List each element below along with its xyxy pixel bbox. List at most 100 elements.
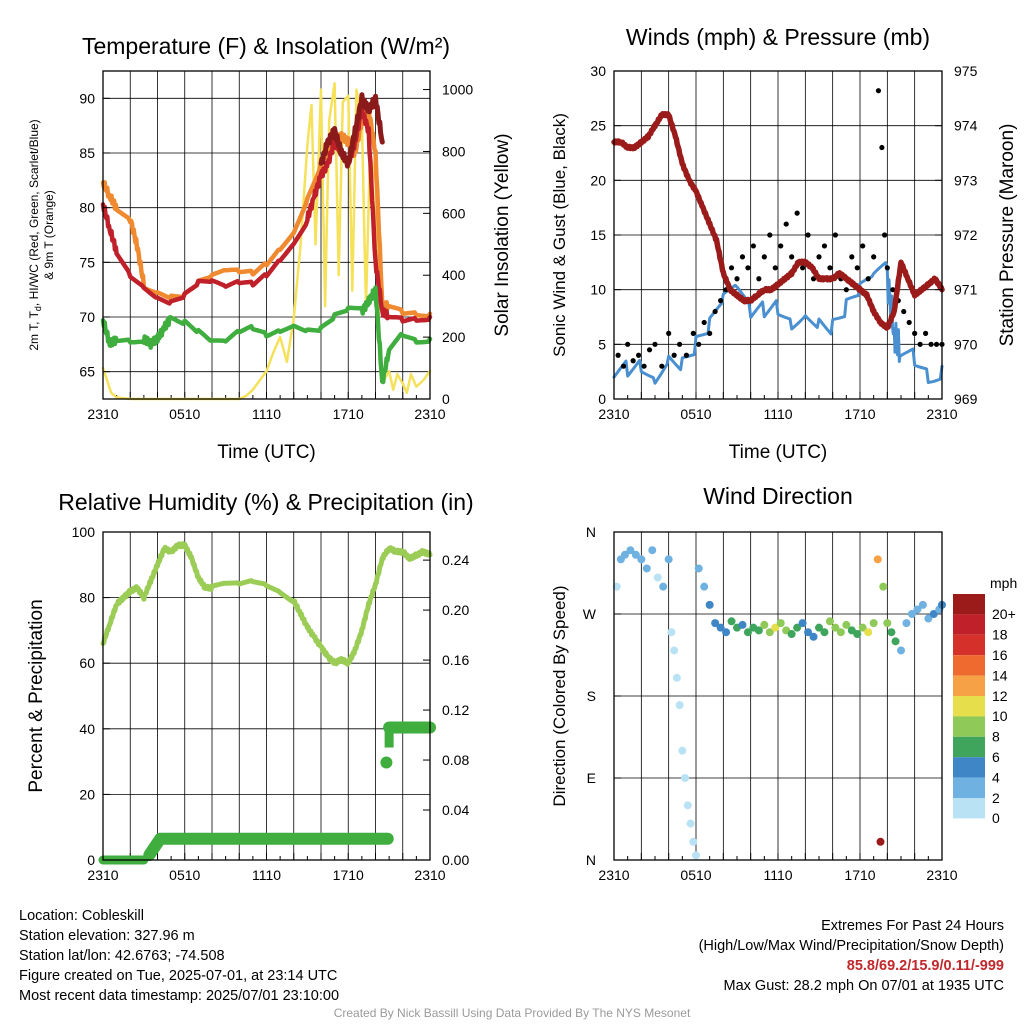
- latlon-label: Station lat/lon: 42.6763; -74.508: [19, 948, 225, 964]
- direction-point: [686, 819, 695, 828]
- gust-point: [677, 341, 683, 347]
- extremes-values: 85.8/69.2/15.9/0.11/-999: [846, 958, 1004, 974]
- y-tick-label: E: [587, 770, 596, 786]
- gust-point: [630, 358, 636, 364]
- direction-point: [678, 746, 687, 755]
- y2-tick-label: 0.20: [442, 602, 469, 618]
- direction-point: [831, 623, 840, 632]
- y2-tick-label: 600: [442, 205, 466, 221]
- direction-point: [929, 610, 938, 618]
- direction-point: [659, 582, 668, 591]
- direction-point: [722, 628, 731, 637]
- gust-point: [901, 308, 907, 315]
- y-tick-label: 5: [598, 336, 606, 352]
- gust-point: [849, 254, 855, 260]
- direction-point: [664, 555, 673, 564]
- elevation-label: Station elevation: 327.96 m: [19, 928, 195, 944]
- gust-point: [843, 287, 849, 293]
- direction-point: [626, 546, 635, 555]
- gust-point: [659, 363, 665, 369]
- series-dewpoint: [100, 285, 433, 385]
- colorbar-label: 18: [992, 627, 1008, 643]
- gust-point: [728, 265, 735, 271]
- gust-point: [805, 232, 811, 238]
- chart-title: Relative Humidity (%) & Precipitation (i…: [58, 489, 473, 515]
- direction-point: [873, 555, 882, 564]
- gust-point: [928, 341, 934, 347]
- direction-point: [815, 623, 823, 632]
- colorbar-swatch: [953, 634, 985, 656]
- direction-point: [648, 546, 657, 555]
- x-tick-label: 2310: [598, 406, 629, 422]
- y-tick-label: 80: [79, 200, 95, 216]
- direction-point: [738, 620, 747, 629]
- x-tick-label: 2310: [598, 867, 629, 883]
- rh-line: [100, 541, 433, 667]
- gust-point: [683, 352, 690, 358]
- direction-point: [694, 564, 703, 573]
- direction-point: [631, 550, 640, 559]
- colorbar-label: 12: [992, 688, 1008, 704]
- gust-point: [871, 254, 877, 260]
- gust-point: [701, 319, 707, 326]
- credit-line: Created By Nick Bassill Using Data Provi…: [333, 1006, 691, 1020]
- wind-line: [612, 261, 944, 385]
- y2-tick-label: 0.24: [442, 552, 469, 568]
- location-label: Location: Cobleskill: [19, 908, 144, 924]
- direction-point: [891, 637, 900, 646]
- y2-tick-label: 973: [954, 172, 978, 188]
- gust-point: [879, 144, 885, 151]
- gust-point: [646, 347, 653, 353]
- gust-point: [875, 88, 882, 94]
- direction-point: [612, 582, 621, 591]
- y-axis-label: Percent & Precipitation: [26, 599, 47, 792]
- x-tick-label: 0510: [680, 406, 711, 422]
- x-tick-label: 2310: [414, 406, 445, 422]
- colorbar: mph 20+ 18 16 14 12 10 8 6 4 2 0: [953, 575, 1017, 826]
- y-tick-label: 25: [590, 118, 606, 134]
- gust-point: [712, 308, 718, 315]
- y2-tick-label: 970: [954, 336, 978, 352]
- x-axis-label: Time (UTC): [729, 442, 828, 463]
- gust-point: [707, 330, 713, 336]
- x-tick-label: 0510: [680, 867, 711, 883]
- gust-point: [906, 319, 912, 326]
- y-tick-label: 80: [79, 590, 95, 606]
- gust-point: [816, 254, 822, 260]
- direction-point: [771, 623, 780, 632]
- colorbar-label: 8: [992, 729, 1000, 745]
- plot-border: [613, 531, 943, 861]
- y2-tick-label: 1000: [442, 82, 473, 98]
- direction-point: [809, 632, 818, 641]
- gust-point: [800, 265, 806, 271]
- direction-point: [637, 555, 646, 564]
- y2-tick-label: 0: [442, 391, 450, 407]
- pressure-line: [611, 110, 945, 331]
- direction-point: [907, 610, 916, 618]
- gust-point: [854, 265, 860, 271]
- gust-point: [666, 330, 672, 336]
- gust-point: [641, 363, 647, 369]
- extremes-legend: (High/Low/Max Wind/Precipitation/Snow De…: [698, 938, 1004, 954]
- y-axis-label: 2m T, Td, HI/WC (Red, Green, Scarlet/Blu…: [27, 119, 43, 350]
- x-tick-label: 1710: [844, 867, 875, 883]
- direction-point: [897, 646, 905, 655]
- y-tick-label: 10: [590, 282, 606, 298]
- colorbar-title: mph: [990, 575, 1017, 591]
- gust-point: [865, 276, 871, 282]
- direction-point: [743, 628, 752, 637]
- direction-point: [883, 619, 892, 628]
- y-tick-label: 75: [79, 254, 95, 270]
- y2-tick-label: 0.00: [442, 852, 469, 868]
- y2-tick-label: 975: [954, 63, 978, 79]
- plot-border: [102, 531, 431, 861]
- direction-point: [700, 582, 709, 591]
- gust-point: [671, 352, 677, 358]
- colorbar-swatch: [953, 614, 985, 635]
- direction-point: [842, 620, 851, 629]
- direction-point: [918, 600, 927, 609]
- gust-point: [827, 265, 833, 271]
- colorbar-label: 4: [992, 769, 1000, 785]
- direction-point: [869, 619, 878, 628]
